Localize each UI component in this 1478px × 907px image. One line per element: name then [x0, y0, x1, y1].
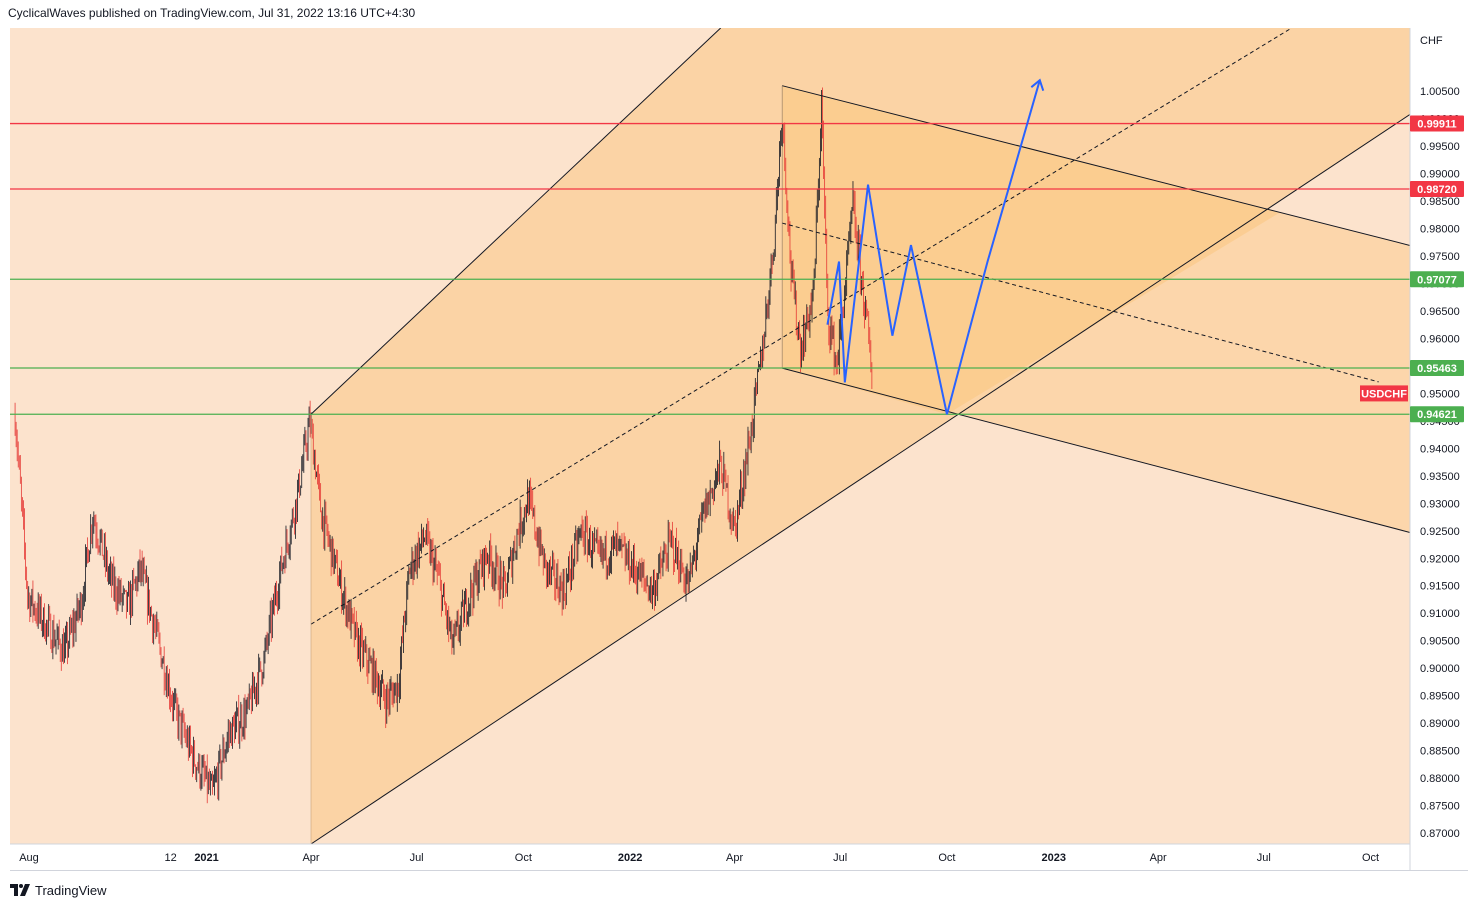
descending-channel-upper-line	[782, 85, 1410, 246]
descending-channel-lower-line	[782, 367, 1410, 533]
price-tick: 0.87500	[1420, 801, 1460, 813]
descending-channel-midline	[782, 222, 1379, 383]
time-tick: Oct	[1362, 852, 1379, 864]
time-tick: Oct	[938, 852, 955, 864]
price-tick: 0.89500	[1420, 691, 1460, 703]
price-tick: 1.00500	[1420, 86, 1460, 98]
price-tick: 0.90500	[1420, 636, 1460, 648]
level-label-0.98720: 0.98720	[1410, 181, 1464, 198]
price-tick: 0.88000	[1420, 773, 1460, 785]
level-label-box	[1410, 181, 1464, 198]
level-label-text: 0.99911	[1417, 119, 1456, 131]
tradingview-logo-icon[interactable]	[10, 883, 30, 897]
time-tick: Apr	[726, 852, 743, 864]
price-tick: 0.96000	[1420, 333, 1460, 345]
level-label-text: 0.95463	[1417, 363, 1457, 375]
price-tick: 0.90000	[1420, 663, 1460, 675]
publish-info: CyclicalWaves published on TradingView.c…	[8, 6, 416, 20]
projection-arrowhead	[1030, 78, 1045, 91]
price-tick: 0.99500	[1420, 141, 1460, 153]
price-tick: 0.97500	[1420, 251, 1460, 263]
horizontal-levels[interactable]	[10, 122, 1410, 415]
price-tick: 0.89000	[1420, 718, 1460, 730]
level-label-0.99911: 0.99911	[1410, 115, 1464, 132]
symbol-label-box	[1360, 385, 1408, 402]
price-tick: 0.93500	[1420, 471, 1460, 483]
price-tick: 0.95000	[1420, 388, 1460, 400]
price-tick: 0.94000	[1420, 443, 1460, 455]
price-axis[interactable]: CHF 0.87000 0.87500 0.88000 0.88500 0.89000 0.…	[1409, 28, 1460, 870]
time-tick: Aug	[19, 852, 39, 864]
symbol-label: USDCHF	[1360, 385, 1408, 402]
level-label-text: 0.97077	[1417, 274, 1457, 286]
level-label-text: 0.94621	[1417, 409, 1457, 421]
time-tick: Jul	[1257, 852, 1271, 864]
ascending-channel-midline	[310, 28, 1292, 625]
ascending-channel-upper-line	[310, 28, 721, 415]
price-labels: 0.99911 0.98720 0.97077 0.95463 0.94621 USDCH…	[1360, 115, 1464, 423]
price-tick: 0.93000	[1420, 498, 1460, 510]
projection-polyline[interactable]	[826, 79, 1041, 415]
price-tick: 0.91000	[1420, 608, 1460, 620]
tradingview-brand[interactable]: TradingView	[35, 882, 107, 898]
level-label-box	[1410, 271, 1464, 288]
level-label-0.95463: 0.95463	[1410, 359, 1464, 376]
currency-label: CHF	[1420, 35, 1443, 47]
channel-overlap-fill	[782, 85, 1281, 415]
time-tick: Jul	[410, 852, 424, 864]
time-tick: Oct	[515, 852, 532, 864]
price-tick: 0.87000	[1420, 828, 1460, 840]
time-tick: 2022	[618, 852, 642, 864]
price-tick: 0.91500	[1420, 581, 1460, 593]
level-label-0.97077: 0.97077	[1410, 271, 1464, 288]
price-tick: 0.96500	[1420, 306, 1460, 318]
time-tick: Apr	[302, 852, 319, 864]
level-label-box	[1410, 115, 1464, 132]
price-tick: 0.98500	[1420, 196, 1460, 208]
price-tick: 0.88500	[1420, 746, 1460, 758]
candles	[14, 87, 873, 804]
level-label-text: 0.98720	[1417, 184, 1457, 196]
price-tick: 0.92500	[1420, 526, 1460, 538]
price-tick: 0.92000	[1420, 553, 1460, 565]
price-tick: 0.98000	[1420, 224, 1460, 236]
time-tick: Jul	[833, 852, 847, 864]
trend-lines	[310, 28, 1410, 844]
time-axis[interactable]: Aug 12 2021 Apr Jul Oct 2022 Apr Jul Oct 2023 Apr Ju…	[10, 843, 1410, 864]
time-tick: 2021	[194, 852, 218, 864]
level-label-box	[1410, 359, 1464, 376]
price-tick: 0.99000	[1420, 169, 1460, 181]
wave-projection[interactable]	[826, 78, 1045, 415]
ascending-channel-lower-line	[310, 114, 1410, 844]
time-tick: 12	[164, 852, 176, 864]
footer: TradingView	[10, 880, 107, 900]
symbol-label-text: USDCHF	[1361, 388, 1407, 400]
time-tick: Apr	[1150, 852, 1167, 864]
level-label-0.94621: 0.94621	[1410, 406, 1464, 423]
channel-fills	[311, 28, 1410, 844]
footer-divider	[10, 870, 1468, 871]
level-label-box	[1410, 406, 1464, 423]
time-tick: 2023	[1041, 852, 1065, 864]
